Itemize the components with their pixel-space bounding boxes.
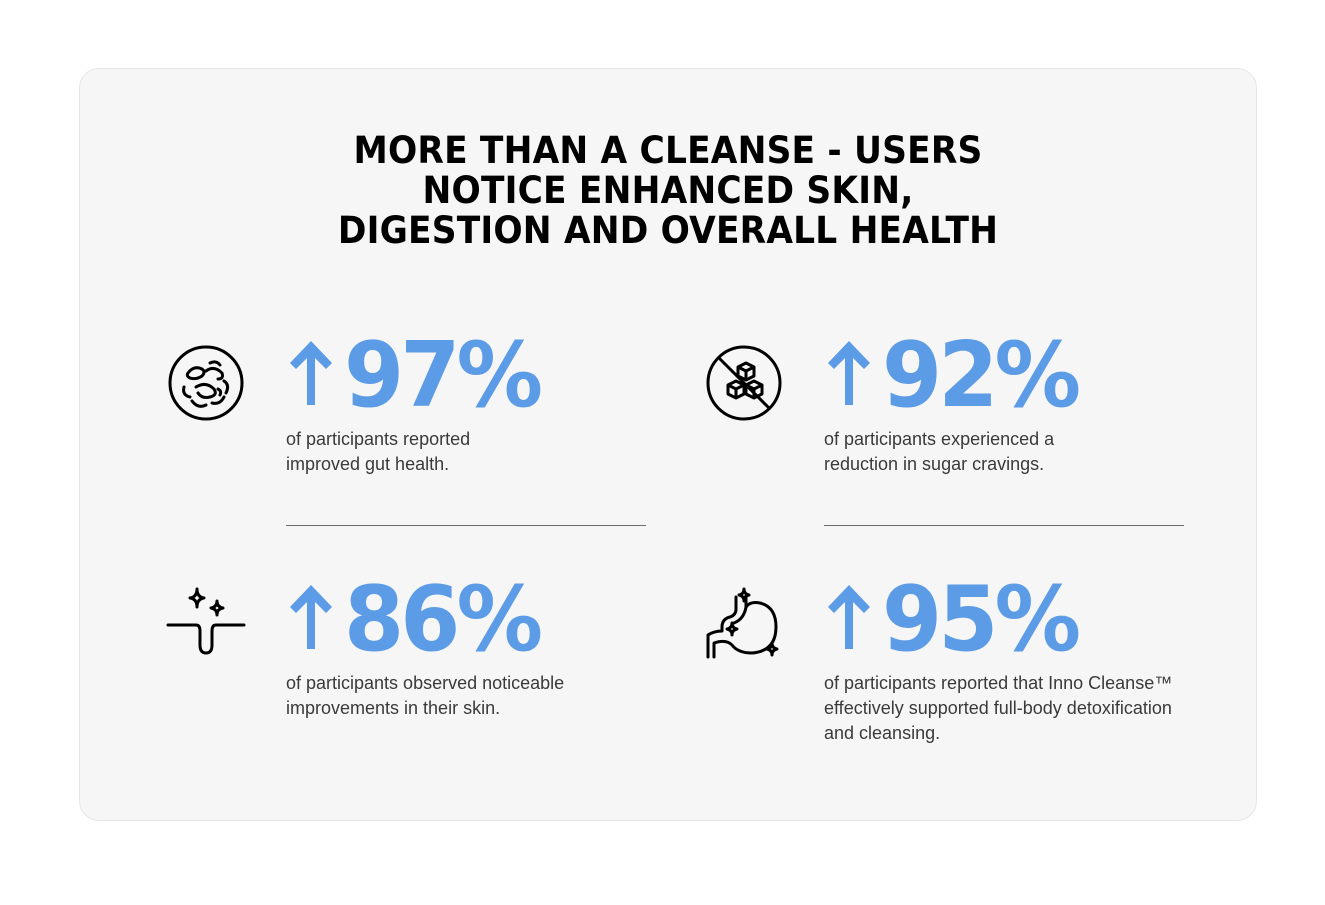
- stat-description: of participants reported improved gut he…: [286, 429, 471, 474]
- stat-percentage: 97%: [344, 323, 543, 428]
- headline-line-3: DIGESTION AND OVERALL HEALTH: [337, 209, 999, 252]
- headline-line-1: MORE THAN A CLEANSE - USERS: [353, 129, 983, 172]
- skin-sparkle-icon: [166, 587, 246, 667]
- stomach-sparkle-icon: [704, 587, 784, 667]
- stats-card: MORE THAN A CLEANSE - USERS NOTICE ENHAN…: [79, 68, 1257, 821]
- headline-line-2: NOTICE ENHANCED SKIN,: [422, 169, 914, 212]
- stat-description: of participants reported that Inno Clean…: [824, 673, 1173, 743]
- stat-figure: 95%: [824, 575, 1085, 665]
- up-arrow-icon: [286, 581, 336, 651]
- stat-percentage: 92%: [882, 323, 1081, 428]
- up-arrow-icon: [824, 337, 874, 407]
- stat-description: of participants experienced a reduction …: [824, 429, 1055, 474]
- stat-percentage: 95%: [882, 567, 1081, 672]
- stat-figure: 92%: [824, 331, 1085, 421]
- gut-bacteria-icon: [166, 343, 246, 423]
- no-sugar-cubes-icon: [704, 343, 784, 423]
- divider-right: [824, 525, 1184, 526]
- divider-left: [286, 525, 646, 526]
- stat-description: of participants observed noticeable impr…: [286, 673, 565, 718]
- stat-figure: 97%: [286, 331, 547, 421]
- up-arrow-icon: [286, 337, 336, 407]
- up-arrow-icon: [824, 581, 874, 651]
- stat-percentage: 86%: [344, 567, 543, 672]
- headline: MORE THAN A CLEANSE - USERS NOTICE ENHAN…: [121, 131, 1215, 251]
- stat-figure: 86%: [286, 575, 547, 665]
